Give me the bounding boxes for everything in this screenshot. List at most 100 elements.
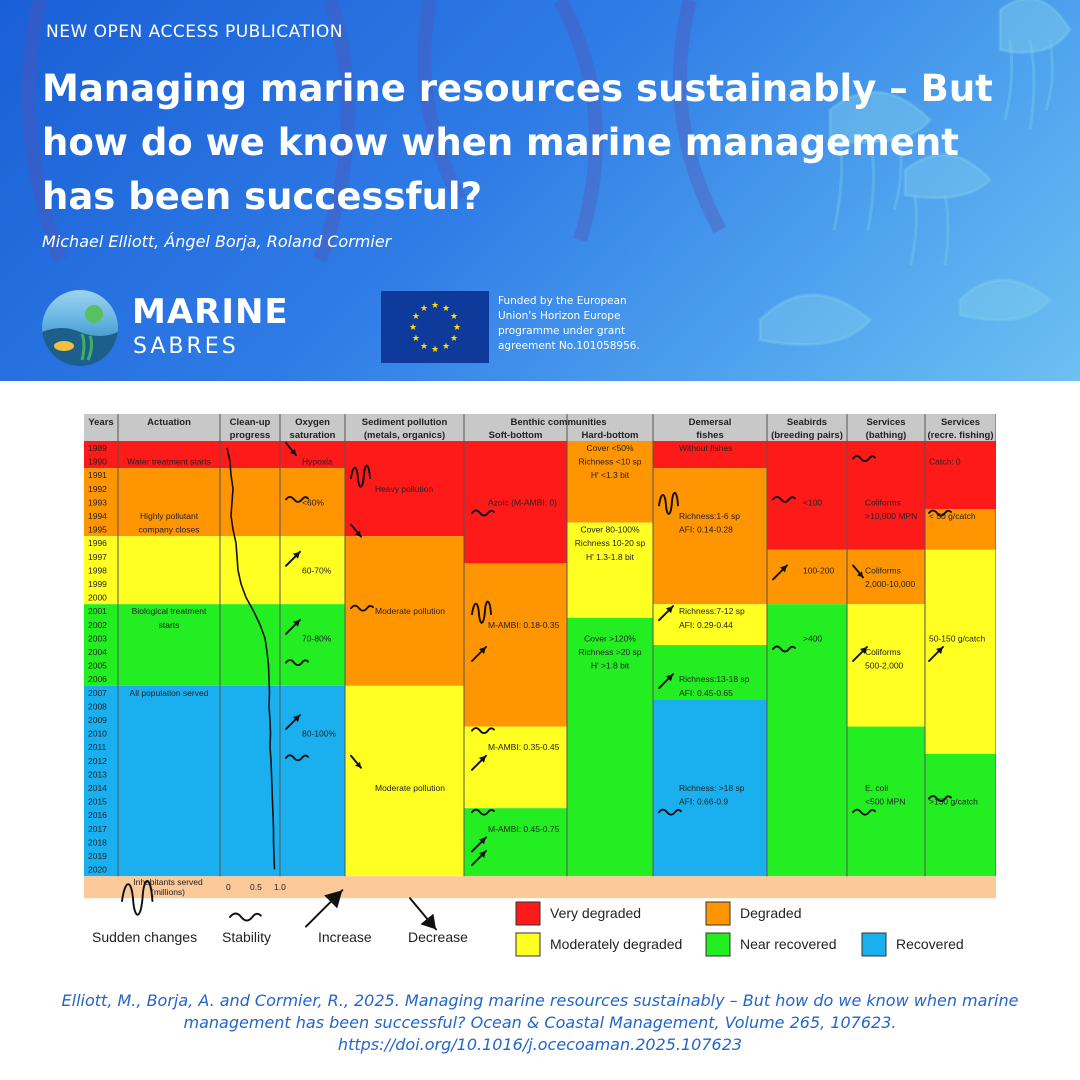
status-band xyxy=(653,604,767,645)
cell-label: Richness: >18 sp xyxy=(679,783,745,793)
status-band xyxy=(464,441,567,564)
year-label: 2010 xyxy=(88,729,107,739)
status-band xyxy=(653,441,767,469)
eu-star-icon: ★ xyxy=(420,342,428,352)
trend-symbol-stability xyxy=(852,808,876,816)
marine-sabres-logo-icon xyxy=(42,290,118,366)
cell-label: <500 MPN xyxy=(865,797,905,807)
cell-label: >400 xyxy=(803,633,822,643)
cell-label: Coliforms xyxy=(865,497,901,507)
year-label: 2018 xyxy=(88,837,107,847)
year-label: 2005 xyxy=(88,661,107,671)
trend-symbol-increase xyxy=(772,564,788,581)
legend-label: Increase xyxy=(318,929,372,945)
legend-swatch xyxy=(515,901,541,926)
legend-label: Near recovered xyxy=(740,936,837,952)
recovery-chart: Years Actuation Clean-up progress Oxygen satu… xyxy=(84,414,996,957)
page-title: Managing marine resources sustainably – … xyxy=(42,67,993,218)
eu-star-icon: ★ xyxy=(431,345,439,355)
year-label: 1994 xyxy=(88,511,107,521)
trend-symbol-stability xyxy=(285,659,309,667)
column-header-title: Benthic communities xyxy=(510,417,606,428)
year-label: 1998 xyxy=(88,565,107,575)
legend-swatch xyxy=(861,932,887,957)
year-label: 2020 xyxy=(88,865,107,875)
cell-label: Coliforms xyxy=(865,647,901,657)
legend-label: Stability xyxy=(222,929,271,945)
cell-label: Moderate pollution xyxy=(375,606,445,616)
column-header-title: Services xyxy=(866,417,905,428)
trend-symbol-sudden xyxy=(658,491,679,515)
cell-label: M-AMBI: 0.35-0.45 xyxy=(488,742,560,752)
cell-label: <60% xyxy=(302,497,324,507)
status-band xyxy=(847,726,925,877)
trend-symbol-stability xyxy=(772,495,796,503)
year-label: 1989 xyxy=(88,443,107,453)
trend-symbol-increase xyxy=(285,714,301,730)
cell-label: H' <1.3 bit xyxy=(591,470,630,480)
status-band xyxy=(567,441,653,523)
trend-symbol-stability xyxy=(928,795,952,803)
table-footer xyxy=(84,876,996,899)
cell-label: H' >1.8 bit xyxy=(591,661,630,671)
legend-sudden-icon xyxy=(121,880,154,916)
trend-symbol-stability xyxy=(350,604,374,612)
legend-label: Moderately degraded xyxy=(550,936,682,952)
cell-label: Hypoxia xyxy=(302,457,333,467)
clean-up-axis-unit: (millions) xyxy=(151,887,185,897)
eu-star-icon: ★ xyxy=(431,301,439,311)
eu-star-icon: ★ xyxy=(453,323,461,333)
jellyfish-decoration xyxy=(21,0,1072,346)
status-band xyxy=(847,441,925,550)
status-band xyxy=(84,536,118,605)
citation: Elliott, M., Borja, A. and Cormier, R., … xyxy=(20,990,1060,1056)
cell-label: 70-80% xyxy=(302,633,332,643)
year-label: 2013 xyxy=(88,769,107,779)
column-header-subtitle: (metals, organics) xyxy=(364,430,445,441)
year-label: 1992 xyxy=(88,484,107,494)
year-label: 1991 xyxy=(88,470,107,480)
citation-doi[interactable]: https://doi.org/10.1016/j.ocecoaman.2025… xyxy=(337,1035,743,1054)
status-band xyxy=(220,468,280,537)
eu-star-icon: ★ xyxy=(412,334,420,344)
brand-name: MARINE xyxy=(132,292,289,332)
status-band xyxy=(118,441,220,469)
status-band xyxy=(464,808,567,877)
eu-star-icon: ★ xyxy=(420,304,428,314)
column-header-title: Actuation xyxy=(147,417,191,428)
status-band xyxy=(847,604,925,727)
cell-label: >150 g/catch xyxy=(929,797,978,807)
legend-label: Recovered xyxy=(896,936,964,952)
year-label: 2007 xyxy=(88,688,107,698)
cell-label: Cover 80-100% xyxy=(580,525,640,535)
column-header-subtitle: Soft-bottom xyxy=(489,430,543,441)
trend-symbol-decrease xyxy=(350,523,362,538)
cell-label: Cover >120% xyxy=(584,633,636,643)
eu-star-icon: ★ xyxy=(442,304,450,314)
status-band xyxy=(220,604,280,686)
table-header xyxy=(84,414,996,441)
column-header-subtitle: (bathing) xyxy=(866,430,907,441)
status-band xyxy=(280,468,345,537)
trend-symbol-increase xyxy=(658,673,674,690)
publication-banner: NEW OPEN ACCESS PUBLICATION Managing mar… xyxy=(0,0,1080,381)
trend-symbol-stability xyxy=(285,495,309,503)
citation-text: Elliott, M., Borja, A. and Cormier, R., … xyxy=(61,991,1019,1032)
eu-funding-note: Funded by the European Union's Horizon E… xyxy=(498,295,640,352)
status-band xyxy=(280,536,345,605)
status-band xyxy=(118,536,220,605)
eu-star-icon: ★ xyxy=(450,334,458,344)
status-band xyxy=(345,685,464,877)
legend-label: Very degraded xyxy=(550,905,641,921)
status-band xyxy=(280,441,345,469)
column-header-subtitle: fishes xyxy=(696,430,723,441)
legend-label: Decrease xyxy=(408,929,468,945)
status-band xyxy=(345,441,464,537)
eu-flag-icon: ★ ★ ★ ★ ★ ★ ★ ★ ★ ★ ★ ★ xyxy=(381,291,489,363)
trend-symbol-increase xyxy=(471,646,487,662)
cell-label: Richness:7-12 sp xyxy=(679,606,745,616)
status-band xyxy=(925,509,996,550)
status-band xyxy=(567,617,653,877)
year-label: 2002 xyxy=(88,620,107,630)
status-band xyxy=(464,726,567,809)
